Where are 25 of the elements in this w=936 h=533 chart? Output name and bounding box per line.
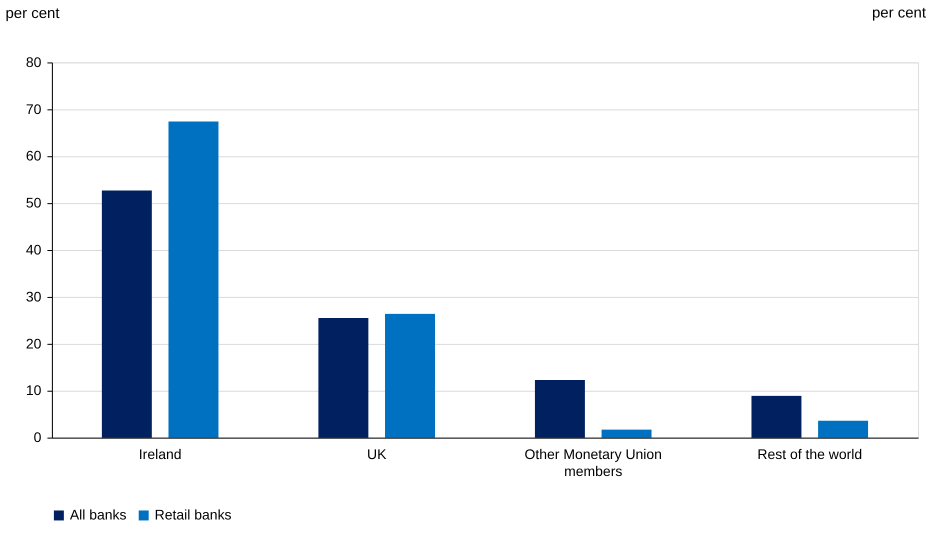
x-tick-label: Other Monetary Union members [524,446,662,480]
y-tick-label: 40 [26,242,42,258]
text: per cent [872,4,927,22]
x-tick-label: Ireland [138,446,182,462]
bar [751,396,802,438]
bar [534,380,585,438]
y-tick-label: 60 [26,148,42,164]
bar [385,314,435,438]
bar [818,420,868,438]
y-tick-label: 70 [26,100,42,117]
y-tick-label: 30 [26,288,42,304]
y-tick-label: 10 [26,382,42,398]
bar [318,318,368,438]
legend-label: Retail banks [154,506,232,522]
legend-label: All banks [70,506,127,522]
x-tick-label: UK [366,446,388,462]
y-tick-label: 0 [34,429,42,446]
y-tick-label: 20 [26,335,42,352]
x-tick-label: Rest of the world [757,446,862,462]
y-axis-title: per cent [5,5,60,22]
bar [102,190,152,438]
bar [602,430,652,438]
y-tick-label: 80 [26,54,42,70]
y-tick-label: 50 [26,194,42,211]
bar [168,122,218,438]
